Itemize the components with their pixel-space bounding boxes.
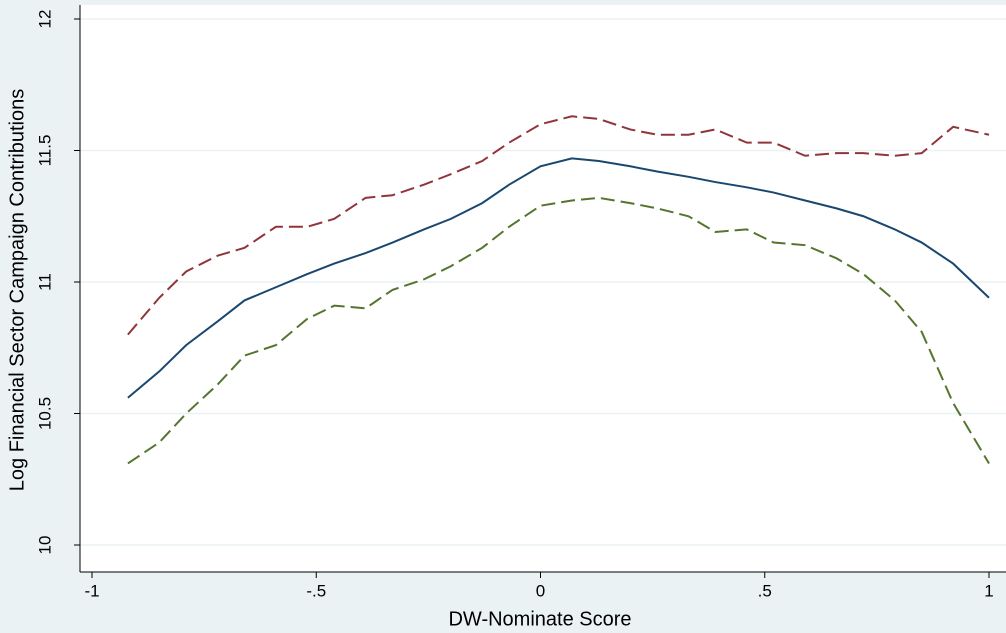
series-line [127,196,990,465]
x-tick-label: 1 [984,581,993,600]
x-tick-label: 0 [536,581,545,600]
series-line [127,115,990,336]
plot-area [80,5,1006,572]
y-axis-title: Log Financial Sector Campaign Contributi… [6,89,28,491]
x-tick-label: .5 [758,581,772,600]
y-tick-label: 10.5 [35,397,54,430]
y-tick-label: 11.5 [35,135,54,167]
y-tick-label: 10 [35,536,54,555]
y-tick-label: 12 [35,10,54,29]
y-tick-label: 11 [35,273,54,291]
x-tick-label: -1 [84,581,99,600]
x-tick-label: -.5 [306,581,326,600]
x-axis-title: DW-Nominate Score [448,608,631,630]
series-line [127,157,990,399]
